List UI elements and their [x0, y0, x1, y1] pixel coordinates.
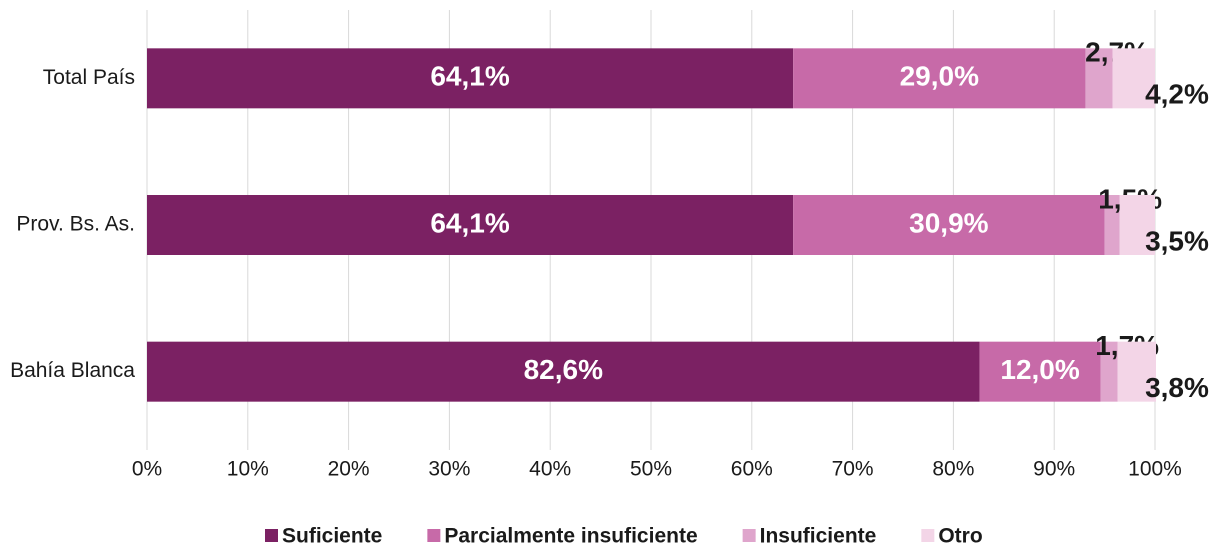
legend-label: Suficiente [282, 525, 382, 548]
x-tick-label: 70% [832, 458, 874, 481]
x-tick-label: 80% [932, 458, 974, 481]
legend-label: Otro [938, 525, 982, 548]
bar-segment [1100, 341, 1118, 402]
bar-segment [793, 195, 1105, 255]
legend-swatch [265, 529, 278, 542]
bar-segment [1085, 48, 1113, 109]
bar-segment [147, 195, 794, 255]
bar-segment [979, 341, 1101, 402]
x-tick-label: 20% [328, 458, 370, 481]
category-label: Prov. Bs. As. [16, 213, 135, 236]
legend-label: Insuficiente [760, 525, 877, 548]
bar-segment [1119, 195, 1155, 255]
data-label: 4,2% [1145, 79, 1209, 110]
x-tick-label: 10% [227, 458, 269, 481]
x-tick-label: 100% [1128, 458, 1182, 481]
bar-segment [1117, 341, 1157, 402]
data-label: 3,5% [1145, 225, 1209, 256]
x-tick-label: 90% [1033, 458, 1075, 481]
data-label: 64,1% [430, 207, 509, 238]
legend-swatch [427, 529, 441, 542]
category-label: Total País [43, 66, 135, 89]
bar-segment [793, 48, 1086, 109]
bar-segment [147, 341, 980, 402]
x-tick-label: 40% [529, 458, 571, 481]
bar-segment [1112, 48, 1155, 109]
x-tick-label: 60% [731, 458, 773, 481]
x-tick-label: 30% [428, 458, 470, 481]
legend-label: Parcialmente insuficiente [444, 525, 697, 548]
data-label: 12,0% [1000, 354, 1079, 385]
bar-segment [147, 48, 794, 109]
legend-swatch [921, 529, 935, 542]
x-tick-label: 50% [630, 458, 672, 481]
data-label: 29,0% [900, 61, 979, 92]
category-label: Bahía Blanca [10, 359, 135, 382]
bar-segment [1104, 195, 1120, 255]
legend-swatch [742, 529, 756, 542]
data-label: 82,6% [524, 354, 603, 385]
data-label: 64,1% [430, 61, 509, 92]
data-label: 30,9% [909, 207, 988, 238]
x-tick-label: 0% [132, 458, 162, 481]
data-label: 3,8% [1145, 372, 1209, 403]
